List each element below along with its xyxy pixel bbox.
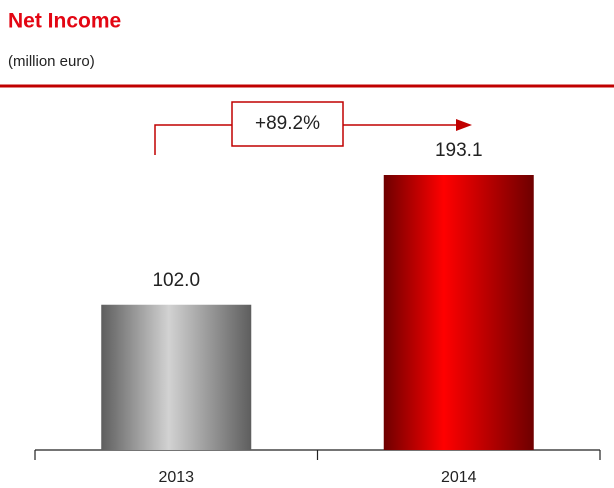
annotation: +89.2%: [255, 113, 320, 134]
annotation-box: [231, 101, 344, 147]
bar: [101, 304, 252, 450]
growth-arrow: [154, 124, 458, 155]
value-label: 193.1: [435, 140, 483, 161]
chart-subtitle: (million euro): [8, 53, 95, 70]
x-axis: [34, 449, 601, 460]
x-tick-label: 2013: [158, 469, 194, 486]
value-label: 102.0: [152, 270, 200, 291]
x-tick-label: 2014: [441, 469, 477, 486]
arrow-head: [456, 119, 472, 131]
bar: [383, 175, 534, 450]
chart-title: Net Income: [8, 10, 121, 33]
